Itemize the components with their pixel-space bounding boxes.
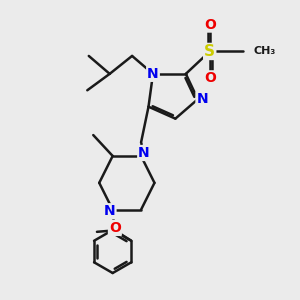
Text: O: O bbox=[204, 71, 216, 85]
Text: S: S bbox=[204, 44, 215, 59]
Text: O: O bbox=[109, 221, 121, 235]
Text: N: N bbox=[138, 146, 150, 160]
Text: O: O bbox=[204, 18, 216, 32]
Text: CH₃: CH₃ bbox=[253, 46, 275, 56]
Text: N: N bbox=[104, 204, 116, 218]
Text: N: N bbox=[147, 67, 159, 81]
Text: N: N bbox=[196, 92, 208, 106]
